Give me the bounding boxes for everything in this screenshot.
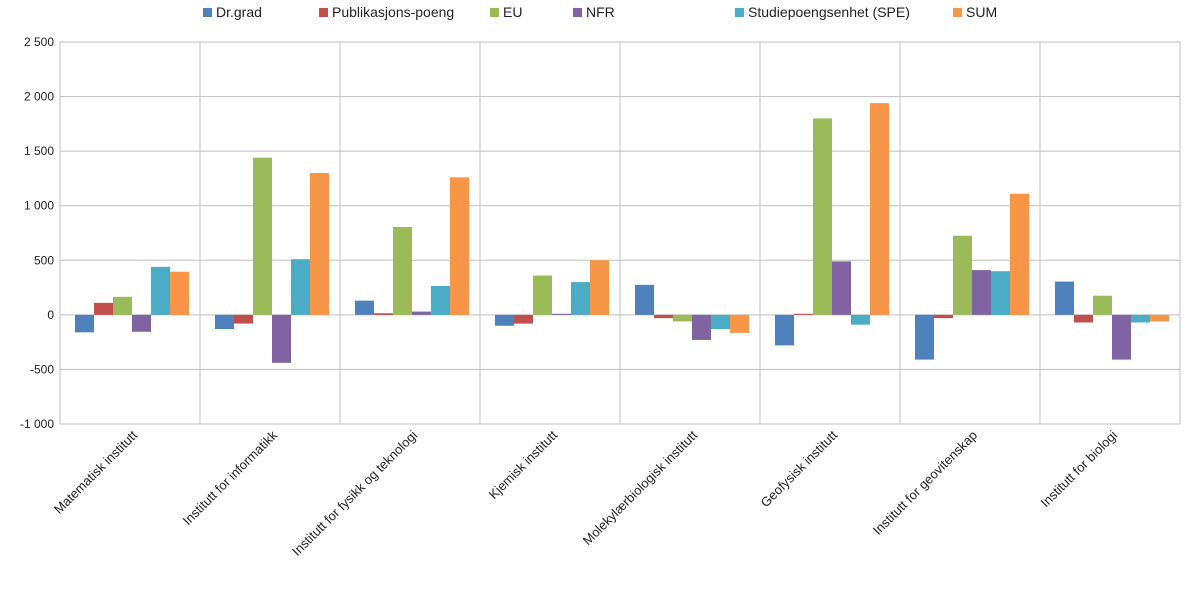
bar: [132, 314, 151, 332]
legend-swatch: [203, 8, 212, 17]
x-category-label: Institutt for geovitenskap: [870, 428, 980, 538]
y-tick-label: 500: [34, 253, 54, 267]
bar: [1150, 314, 1169, 322]
bar: [635, 284, 654, 315]
bar: [711, 314, 730, 330]
bar: [234, 314, 253, 324]
bar: [412, 311, 431, 315]
bar: [1112, 314, 1131, 360]
bars: [75, 103, 1169, 363]
x-category-label: Institutt for informatikk: [180, 427, 281, 528]
bar: [253, 157, 272, 315]
x-category-label: Geofysisk institutt: [757, 427, 840, 510]
bar: [730, 314, 749, 333]
bar: [1074, 314, 1093, 323]
bar: [794, 313, 813, 315]
bar: [75, 314, 94, 333]
legend-label: Dr.grad: [216, 4, 262, 20]
bar: [170, 271, 189, 315]
bar: [1093, 295, 1112, 315]
y-tick-label: 1 500: [24, 144, 54, 158]
y-tick-label: -1 000: [20, 417, 54, 431]
bar: [355, 300, 374, 315]
bar: [590, 260, 609, 315]
bar: [934, 314, 953, 319]
x-category-label: Molekylærbiologisk institutt: [580, 427, 701, 548]
bar: [832, 261, 851, 315]
bar: [991, 271, 1010, 315]
x-category-label: Kjemisk institutt: [486, 427, 561, 502]
legend-label: EU: [503, 4, 522, 20]
x-category-label: Institutt for biologi: [1037, 427, 1120, 510]
bar: [495, 314, 514, 326]
bar: [215, 314, 234, 330]
bar: [514, 314, 533, 324]
legend-swatch: [953, 8, 962, 17]
x-axis: Matematisk institutt Institutt for inform…: [51, 427, 1120, 559]
bar: [915, 314, 934, 360]
y-tick-label: -500: [30, 362, 54, 376]
bar: [1055, 281, 1074, 315]
bar: [673, 314, 692, 322]
bar: [113, 296, 132, 315]
bar: [552, 313, 571, 315]
bar: [571, 282, 590, 315]
bar: [310, 172, 329, 315]
y-axis: 2 500 2 000 1 500 1 000 500 0 -500 -1 000: [20, 35, 54, 431]
legend-label: Studiepoengsenhet (SPE): [748, 4, 910, 20]
legend-swatch: [490, 8, 499, 17]
x-category-label: Matematisk institutt: [51, 427, 141, 517]
legend-swatch: [735, 8, 744, 17]
bar: [374, 313, 393, 315]
bar: [450, 177, 469, 315]
bar: [775, 314, 794, 346]
legend-label: Publikasjons-poeng: [332, 4, 454, 20]
x-category-label: Institutt for fysikk og teknologi: [289, 427, 420, 558]
bar: [972, 270, 991, 315]
y-tick-label: 2 500: [24, 35, 54, 49]
legend: Dr.grad Publikasjons-poeng EU NFR Studiepoen…: [203, 4, 997, 20]
legend-swatch: [573, 8, 582, 17]
bar: [1010, 193, 1029, 315]
y-tick-label: 1 000: [24, 199, 54, 213]
y-tick-label: 2 000: [24, 90, 54, 104]
bar: [1131, 314, 1150, 323]
bar: [272, 314, 291, 363]
bar: [151, 266, 170, 315]
bar: [533, 275, 552, 315]
bar: [870, 103, 889, 315]
bar: [291, 259, 310, 315]
legend-label: NFR: [586, 4, 615, 20]
bar: [393, 226, 412, 315]
bar: [851, 314, 870, 325]
bar: [953, 235, 972, 315]
bar: [692, 314, 711, 340]
bar: [431, 285, 450, 315]
legend-label: SUM: [966, 4, 997, 20]
bar: [94, 302, 113, 315]
bar: [654, 314, 673, 319]
bar: [813, 118, 832, 315]
y-tick-label: 0: [47, 308, 54, 322]
legend-swatch: [319, 8, 328, 17]
